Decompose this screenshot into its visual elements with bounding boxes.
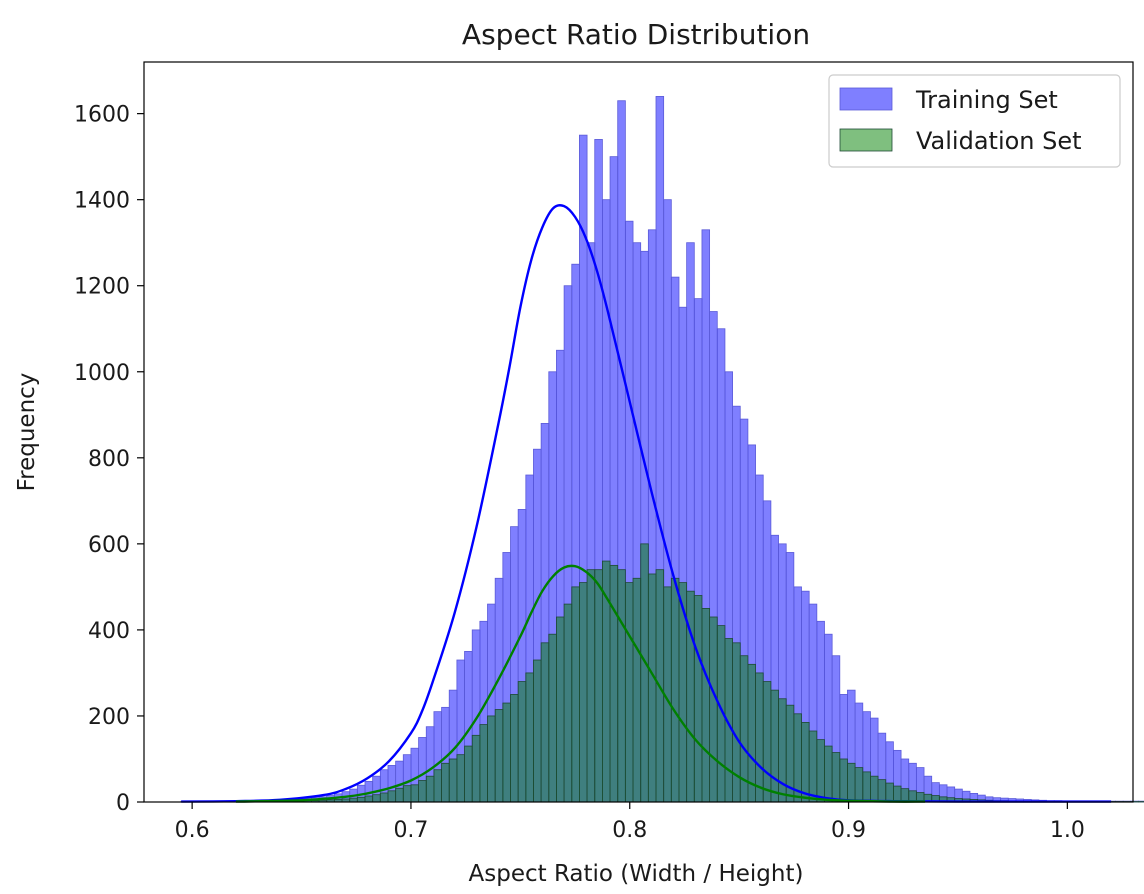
bar-validation — [372, 794, 381, 803]
bar-validation — [433, 769, 442, 803]
bar-validation — [517, 681, 527, 803]
bar-validation — [410, 784, 420, 803]
y-tick-label: 1000 — [74, 361, 130, 386]
bar-validation — [579, 582, 588, 803]
x-tick-label: 0.9 — [831, 818, 866, 843]
bar-validation — [571, 586, 580, 803]
x-axis: 0.6 0.7 0.8 0.9 1.0 — [175, 802, 1085, 843]
y-axis-label: Frequency — [14, 373, 40, 492]
bar-validation — [479, 724, 488, 803]
kde-lines — [181, 204, 1112, 803]
bar-validation — [770, 689, 779, 803]
legend: Training Set Validation Set — [828, 74, 1121, 168]
bar-validation — [839, 758, 848, 803]
x-tick-label: 0.8 — [612, 818, 647, 843]
bar-validation — [755, 672, 764, 803]
bar-validation — [548, 633, 557, 803]
legend-box — [828, 74, 1121, 168]
bar-validation — [693, 595, 703, 803]
y-tick-label: 1400 — [74, 189, 130, 214]
bar-validation — [471, 734, 481, 803]
bar-validation — [885, 782, 894, 803]
bar-validation — [893, 785, 902, 803]
legend-label-validation: Validation Set — [916, 127, 1082, 155]
bar-validation — [854, 767, 864, 803]
bar-validation — [456, 754, 465, 803]
legend-swatch-training — [839, 87, 893, 111]
bar-validation — [356, 796, 366, 803]
bar-validation — [402, 785, 412, 803]
bar-validation — [824, 745, 833, 803]
bar-validation — [594, 569, 603, 803]
bar-validation — [816, 739, 825, 803]
bar-validation — [418, 780, 427, 803]
bar-validation — [556, 616, 565, 803]
x-tick-label: 0.6 — [175, 818, 210, 843]
bar-validation — [364, 795, 374, 803]
bar-validation — [632, 577, 642, 803]
bar-validation — [900, 788, 910, 803]
y-tick-label: 200 — [88, 705, 130, 730]
y-tick-label: 600 — [88, 533, 130, 558]
y-tick-label: 400 — [88, 619, 130, 644]
bar-validation — [801, 722, 810, 803]
bar-validation — [425, 775, 435, 803]
bar-validation — [487, 715, 496, 803]
bar-validation — [808, 730, 818, 803]
y-tick-label: 0 — [116, 791, 130, 816]
bar-validation — [709, 616, 718, 803]
plot-frame — [143, 61, 1134, 803]
y-tick-label: 1600 — [74, 103, 130, 128]
legend-label-training: Training Set — [915, 86, 1058, 114]
bar-validation — [647, 573, 657, 803]
bar-validation — [670, 577, 680, 803]
bar-validation — [448, 758, 458, 803]
legend-swatch-validation — [839, 128, 893, 152]
bar-validation — [533, 659, 542, 803]
bar-validation — [877, 779, 887, 803]
bar-validation — [379, 792, 389, 803]
bar-validation — [778, 698, 787, 803]
bar-validation — [464, 745, 473, 803]
y-tick-label: 1200 — [74, 275, 130, 300]
bar-validation — [502, 702, 511, 803]
bar-validation — [525, 672, 534, 803]
bar-validation — [617, 569, 626, 803]
x-tick-label: 1.0 — [1050, 818, 1085, 843]
bar-validation — [540, 642, 550, 803]
bar-validation — [563, 603, 573, 803]
bar-validation — [701, 608, 711, 803]
bar-validation — [609, 564, 619, 803]
bar-validation — [494, 709, 504, 803]
kde-line-training — [181, 204, 1112, 803]
bar-validation — [395, 787, 404, 803]
kde-line-validation — [235, 564, 926, 803]
bar-validation — [862, 771, 871, 803]
bar-validation — [586, 569, 596, 803]
bar-validation — [441, 762, 450, 803]
chart-title: Aspect Ratio Distribution — [462, 18, 810, 51]
bars-validation — [180, 543, 1144, 803]
x-axis-label: Aspect Ratio (Width / Height) — [469, 861, 804, 887]
bar-validation — [870, 775, 879, 803]
bar-validation — [624, 582, 634, 803]
bar-validation — [640, 543, 649, 803]
y-axis: 0 200 400 600 800 1000 1200 1400 1600 — [74, 103, 144, 816]
bar-validation — [847, 762, 856, 803]
bar-validation — [510, 694, 519, 803]
bar-validation — [387, 790, 397, 803]
x-tick-label: 0.7 — [393, 818, 428, 843]
bar-validation — [762, 681, 772, 803]
bar-validation — [831, 752, 841, 803]
y-tick-label: 800 — [88, 447, 130, 472]
